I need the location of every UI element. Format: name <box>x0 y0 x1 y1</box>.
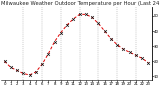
Text: Milwaukee Weather Outdoor Temperature per Hour (Last 24 Hours): Milwaukee Weather Outdoor Temperature pe… <box>1 1 160 6</box>
